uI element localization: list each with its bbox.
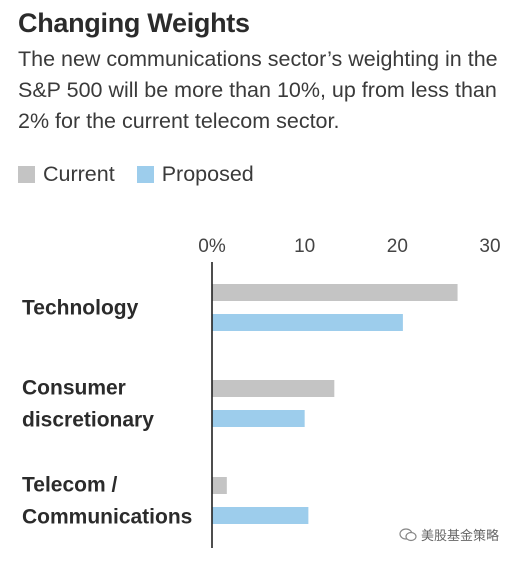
x-tick-label: 30: [479, 236, 500, 257]
legend-swatch-current: [18, 166, 35, 183]
watermark-text: 美股基金策略: [420, 528, 499, 543]
watermark: 美股基金策略: [399, 525, 499, 544]
legend-label-proposed: Proposed: [161, 162, 254, 186]
x-tick-label: 10: [294, 236, 315, 257]
category-label: Consumer: [22, 377, 126, 400]
category-label: Communications: [22, 506, 192, 529]
legend-label-current: Current: [43, 162, 115, 186]
legend-swatch-proposed: [136, 166, 154, 183]
x-tick-label: 20: [387, 236, 408, 257]
legend: Current Proposed: [18, 162, 276, 187]
bar-proposed: [212, 410, 305, 427]
bar-current: [212, 477, 227, 494]
chart-title: Changing Weights: [18, 8, 250, 38]
bar-current: [212, 380, 335, 397]
category-label: Telecom /: [22, 474, 117, 497]
category-label: discretionary: [22, 409, 154, 432]
wechat-icon: [399, 527, 417, 541]
legend-item-current: Current: [18, 162, 115, 187]
bar-current: [212, 284, 458, 301]
category-label: Technology: [22, 297, 139, 320]
chart-subtitle: The new communications sector’s weightin…: [18, 47, 498, 133]
bar-proposed: [212, 314, 403, 331]
bar-proposed: [212, 507, 309, 524]
x-tick-label: 0%: [198, 236, 226, 257]
legend-item-proposed: Proposed: [136, 162, 254, 187]
